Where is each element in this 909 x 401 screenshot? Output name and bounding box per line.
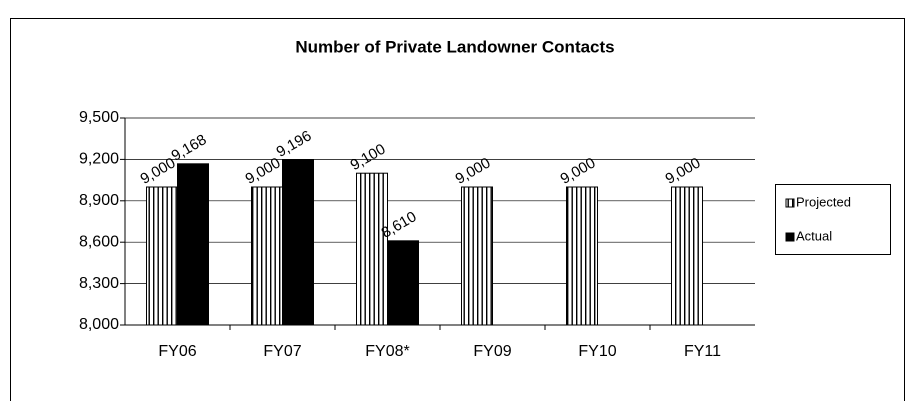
x-tick-label: FY09 (473, 343, 511, 360)
chart-frame (10, 18, 905, 401)
x-tick-label: FY11 (684, 343, 721, 360)
x-tick-label: FY07 (263, 343, 301, 360)
bar (566, 186, 598, 326)
y-tick-label: 8,300 (79, 275, 119, 292)
y-tick-label: 9,200 (79, 151, 119, 168)
y-tick-label: 8,000 (79, 316, 119, 333)
legend-swatch (785, 232, 795, 242)
bar (387, 240, 419, 326)
legend-label: Actual (796, 228, 832, 243)
bar (146, 186, 178, 326)
legend-swatch (785, 198, 795, 208)
bar (671, 186, 703, 326)
bar (282, 159, 314, 326)
chart-title: Number of Private Landowner Contacts (295, 37, 614, 56)
x-tick-label: FY06 (158, 343, 196, 360)
x-tick-label: FY10 (578, 343, 616, 360)
bar (356, 172, 388, 326)
legend-label: Projected (796, 194, 851, 209)
legend-box (775, 184, 891, 255)
bar (177, 163, 209, 326)
y-tick-label: 9,500 (79, 109, 119, 126)
y-tick-label: 8,900 (79, 192, 119, 209)
bar (251, 186, 283, 326)
bar (461, 186, 493, 326)
x-tick-label: FY08* (365, 343, 409, 360)
y-tick-label: 8,600 (79, 233, 119, 250)
